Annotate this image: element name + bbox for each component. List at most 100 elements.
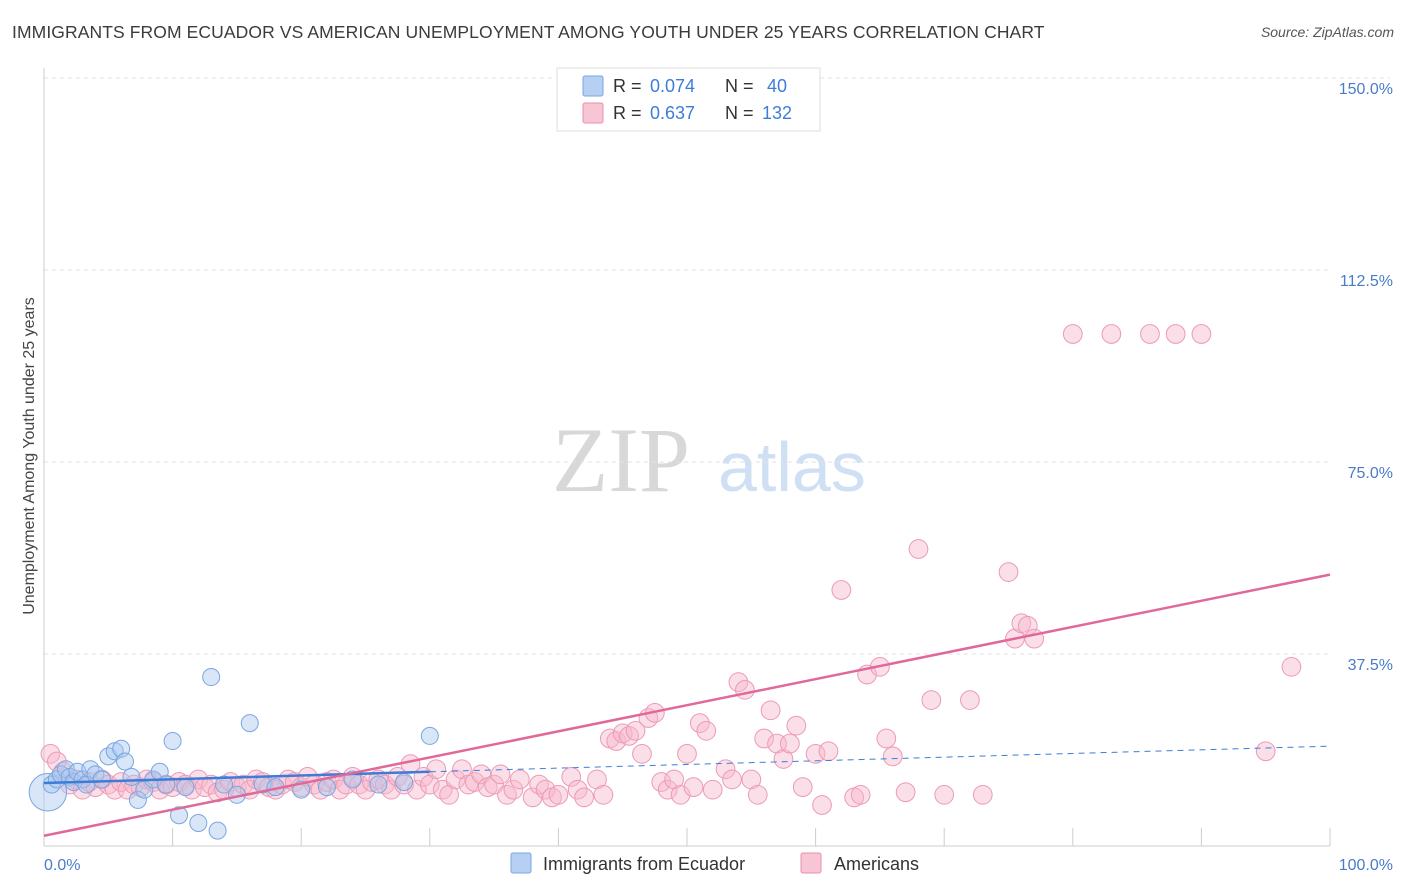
point-americans bbox=[233, 774, 254, 795]
y-tick-label: 75.0% bbox=[1348, 465, 1393, 482]
y-axis-label: Unemployment Among Youth under 25 years bbox=[21, 297, 38, 615]
legend-swatch-ecuador bbox=[510, 852, 532, 874]
stats-r-label-americans: R = bbox=[613, 103, 642, 123]
point-ecuador bbox=[215, 775, 234, 794]
point-americans bbox=[895, 782, 916, 803]
stats-r-value-ecuador: 0.074 bbox=[650, 76, 695, 96]
point-americans bbox=[1165, 324, 1186, 344]
point-ecuador bbox=[369, 775, 388, 794]
point-americans bbox=[574, 787, 594, 808]
stats-r-label-ecuador: R = bbox=[613, 76, 642, 96]
point-americans bbox=[1024, 628, 1045, 649]
point-ecuador bbox=[208, 821, 227, 840]
stats-r-value-americans: 0.637 bbox=[650, 103, 695, 123]
point-americans bbox=[760, 700, 781, 721]
point-americans bbox=[657, 779, 678, 800]
point-ecuador bbox=[317, 778, 336, 797]
point-americans bbox=[471, 764, 492, 785]
point-americans bbox=[786, 715, 807, 736]
gridlines bbox=[44, 77, 1390, 655]
source-credit: Source: ZipAtlas.com bbox=[1260, 24, 1394, 40]
stats-legend: R = 0.074 N = 40 R = 0.637 N = 132 bbox=[556, 67, 821, 132]
point-americans bbox=[741, 769, 762, 790]
point-ecuador bbox=[122, 767, 141, 786]
x-tick-label: 100.0% bbox=[1339, 857, 1393, 874]
axes bbox=[43, 68, 1331, 847]
legend-label-americans: Americans bbox=[834, 854, 919, 874]
point-americans bbox=[452, 759, 472, 780]
point-americans bbox=[374, 774, 395, 795]
point-americans bbox=[368, 769, 389, 790]
point-americans bbox=[66, 769, 87, 790]
point-americans bbox=[182, 779, 202, 800]
point-ecuador bbox=[92, 770, 111, 789]
point-americans bbox=[419, 774, 440, 795]
point-americans bbox=[754, 728, 775, 749]
point-americans bbox=[1062, 324, 1083, 344]
point-americans bbox=[445, 769, 466, 790]
point-americans bbox=[998, 562, 1019, 582]
point-americans bbox=[664, 769, 685, 790]
point-ecuador bbox=[128, 790, 147, 809]
point-ecuador bbox=[42, 775, 61, 794]
point-americans bbox=[529, 774, 549, 795]
point-americans bbox=[722, 769, 742, 790]
stats-swatch-ecuador bbox=[582, 75, 604, 97]
point-americans bbox=[792, 777, 813, 797]
point-americans bbox=[960, 690, 980, 710]
point-americans bbox=[632, 743, 652, 764]
point-americans bbox=[1281, 656, 1302, 677]
point-americans bbox=[497, 784, 517, 805]
y-tick-label: 37.5% bbox=[1348, 657, 1393, 674]
point-americans bbox=[587, 769, 607, 790]
point-americans bbox=[696, 720, 717, 741]
point-americans bbox=[1140, 324, 1160, 344]
point-americans bbox=[921, 690, 942, 710]
point-americans bbox=[934, 784, 955, 805]
point-americans bbox=[606, 731, 627, 751]
watermark-zip: ZIP bbox=[552, 409, 690, 511]
stats-n-label-ecuador: N = bbox=[725, 76, 754, 96]
point-americans bbox=[805, 743, 826, 764]
point-americans bbox=[561, 767, 582, 787]
point-americans bbox=[715, 759, 736, 780]
bottom-legend: Immigrants from Ecuador Americans bbox=[510, 852, 919, 874]
point-ecuador bbox=[163, 732, 182, 751]
point-americans bbox=[509, 769, 530, 790]
legend-label-ecuador: Immigrants from Ecuador bbox=[543, 854, 745, 874]
trend-lines bbox=[43, 573, 1331, 837]
point-americans bbox=[432, 779, 453, 800]
point-americans bbox=[503, 779, 524, 800]
point-americans bbox=[548, 784, 569, 805]
point-americans bbox=[439, 784, 459, 805]
y-tick-label: 112.5% bbox=[1340, 273, 1393, 290]
point-americans bbox=[876, 728, 897, 749]
point-americans bbox=[535, 779, 556, 800]
point-americans bbox=[162, 777, 183, 797]
point-ecuador bbox=[116, 752, 135, 771]
point-americans bbox=[40, 743, 61, 764]
point-ecuador bbox=[170, 806, 189, 825]
trend-line-ecuador-dashed bbox=[429, 745, 1331, 773]
point-americans bbox=[818, 741, 839, 762]
point-americans bbox=[773, 749, 794, 769]
point-ecuador bbox=[240, 714, 259, 733]
stats-n-label-americans: N = bbox=[725, 103, 754, 123]
stats-n-value-ecuador: 40 bbox=[762, 76, 787, 96]
point-americans bbox=[735, 679, 755, 700]
point-americans bbox=[651, 772, 672, 792]
point-ecuador bbox=[420, 726, 439, 745]
trend-line-ecuador bbox=[43, 770, 430, 785]
point-americans bbox=[201, 774, 222, 795]
point-americans bbox=[490, 764, 511, 785]
point-americans bbox=[747, 784, 768, 805]
legend-swatch-americans bbox=[800, 852, 822, 874]
point-americans bbox=[850, 784, 871, 805]
stats-swatch-americans bbox=[582, 102, 604, 124]
point-americans bbox=[567, 779, 588, 800]
point-americans bbox=[690, 713, 710, 733]
point-americans bbox=[625, 720, 646, 741]
point-americans bbox=[972, 784, 993, 805]
point-americans bbox=[619, 726, 639, 746]
